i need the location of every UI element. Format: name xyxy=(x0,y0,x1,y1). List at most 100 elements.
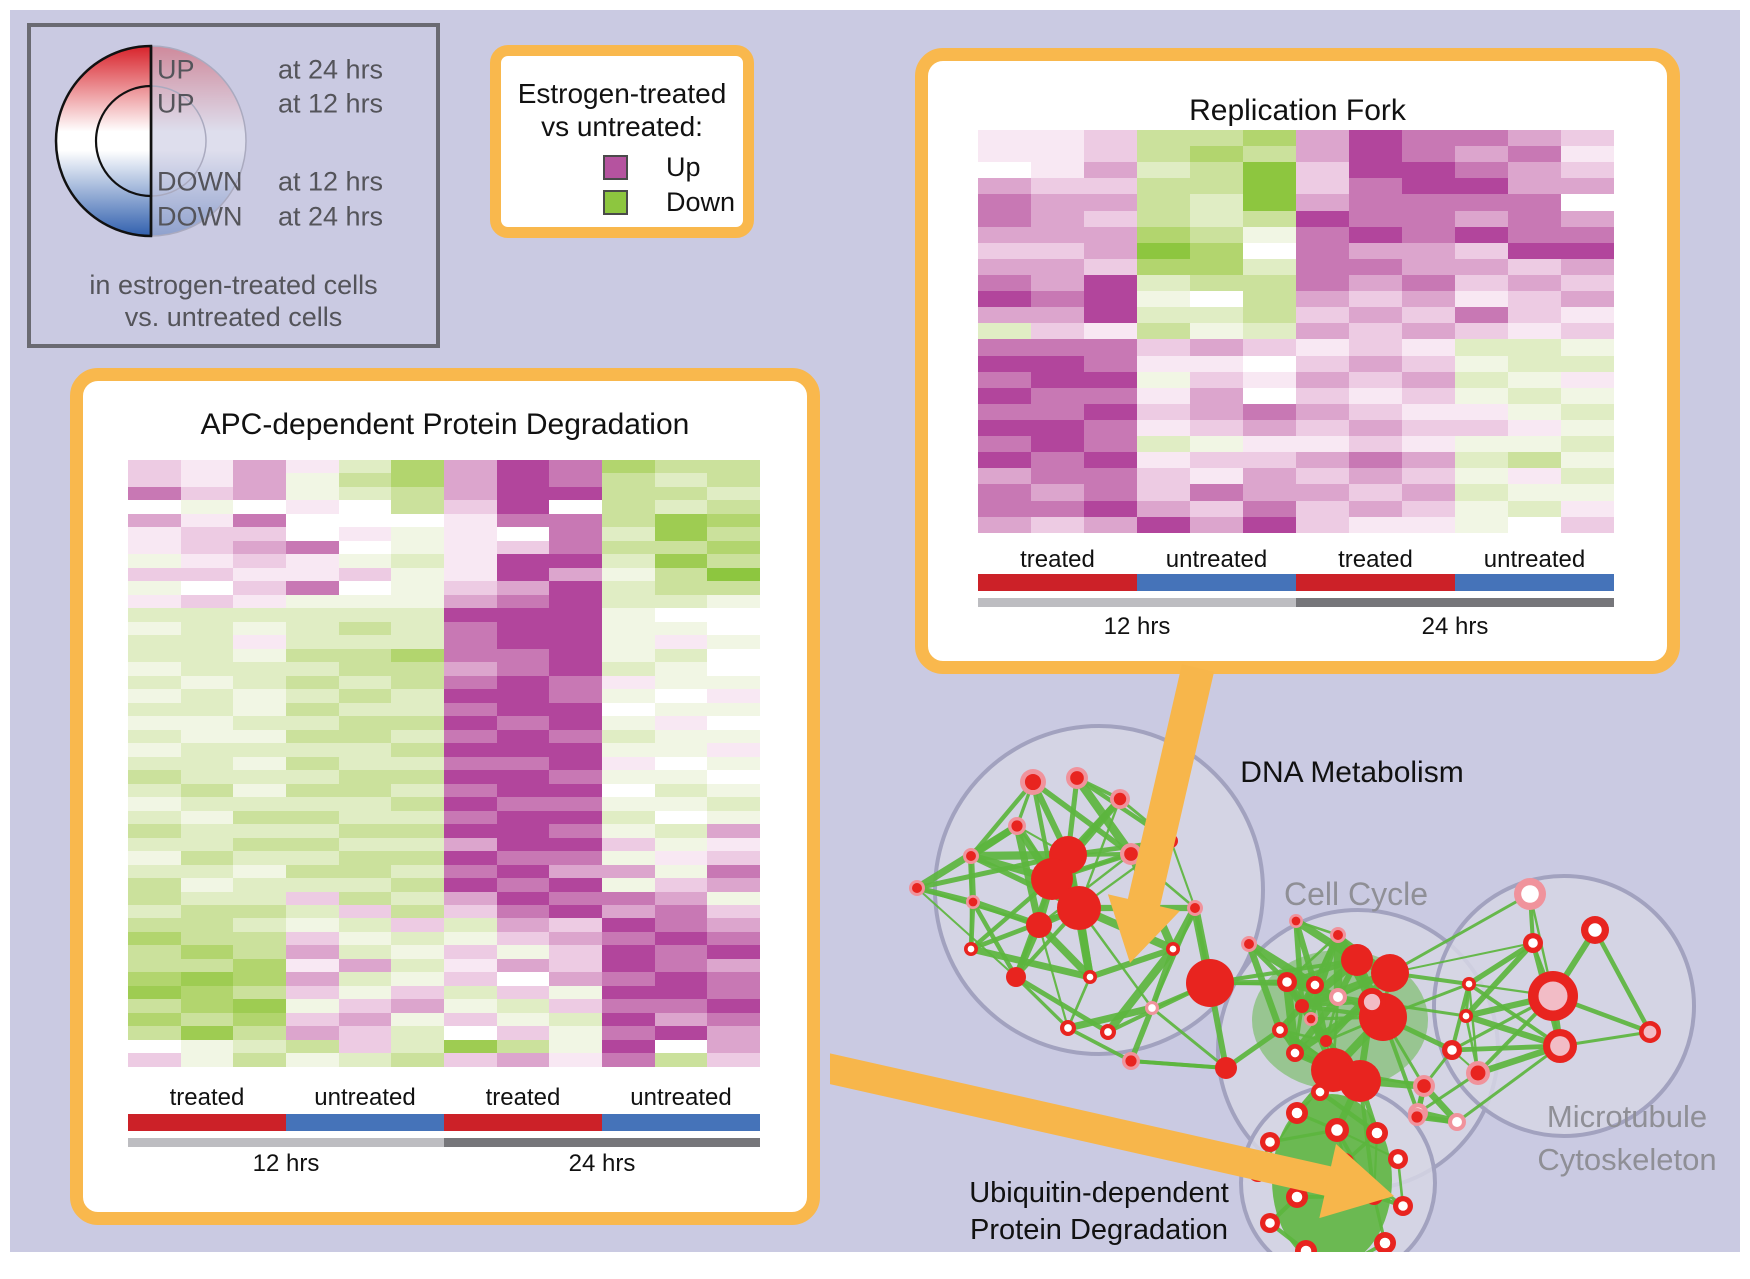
network-edge xyxy=(1128,1006,1155,1063)
heatmap-cell xyxy=(1561,130,1614,147)
heatmap-cell xyxy=(1561,516,1614,533)
heatmap-cell xyxy=(707,486,760,501)
heatmap-cell xyxy=(285,918,339,932)
heatmap-cell xyxy=(285,864,339,879)
untreated-bar xyxy=(1455,574,1614,591)
heatmap-cell xyxy=(496,864,550,879)
heatmap-cell xyxy=(654,878,708,892)
heatmap-cell xyxy=(1031,436,1084,453)
heatmap-cell xyxy=(1296,419,1349,437)
heatmap-cell xyxy=(1084,194,1137,211)
heatmap-cell xyxy=(338,554,392,568)
heatmap-cell xyxy=(1296,194,1349,211)
heatmap-cell xyxy=(1402,226,1455,243)
heatmap-row xyxy=(978,130,1614,147)
heatmap-cell xyxy=(1296,500,1349,517)
heatmap-cell xyxy=(180,878,234,892)
heatmap-cell xyxy=(1402,130,1455,147)
heatmap-cell xyxy=(180,621,234,636)
heatmap-cell xyxy=(128,918,181,932)
cluster-label-ub: Ubiquitin-dependent xyxy=(969,1177,1229,1209)
network-node-ring-core xyxy=(1169,945,1177,953)
heatmap-cell xyxy=(1402,419,1455,437)
heatmap-cell xyxy=(978,162,1031,179)
heatmap-cell xyxy=(601,567,655,582)
network-node-ring-core xyxy=(1086,973,1094,981)
heatmap-cell xyxy=(1243,274,1296,292)
heatmap-cell xyxy=(391,958,444,973)
heatmap-cell xyxy=(391,513,444,528)
heatmap-cell xyxy=(1508,274,1561,292)
heatmap-cell xyxy=(707,648,760,663)
heatmap-cell xyxy=(978,387,1031,404)
heatmap-cell xyxy=(1455,355,1508,372)
network-node-red xyxy=(1341,944,1373,976)
heatmap-cell xyxy=(338,918,392,932)
heatmap-cell xyxy=(1084,436,1137,453)
network-node-ring-core xyxy=(1393,1154,1403,1164)
heatmap-cell xyxy=(128,743,181,757)
heatmap-cell xyxy=(391,985,444,1000)
heatmap-cell xyxy=(496,594,550,609)
heatmap-cell xyxy=(443,810,497,825)
heatmap-row xyxy=(128,891,760,905)
heatmap-cell xyxy=(1296,355,1349,372)
heatmap-cell xyxy=(285,460,339,474)
heatmap-cell xyxy=(549,594,602,609)
heatmap-cell xyxy=(1508,500,1561,517)
heatmap-cell xyxy=(654,1039,708,1054)
heatmap-cell xyxy=(180,554,234,568)
heatmap-cell xyxy=(443,527,497,541)
heatmap-cell xyxy=(978,178,1031,195)
cluster-label-dna: DNA Metabolism xyxy=(1240,756,1463,789)
heatmap-cell xyxy=(654,648,708,663)
heatmap-cell xyxy=(391,931,444,946)
heatmap-cell xyxy=(391,594,444,609)
heatmap-cell xyxy=(338,581,392,595)
rf-panel-title: Replication Fork xyxy=(1189,94,1406,127)
heatmap-row xyxy=(128,729,760,744)
heatmap-cell xyxy=(549,460,602,474)
heatmap-cell xyxy=(128,904,181,919)
heatmap-cell xyxy=(1455,178,1508,195)
heatmap-cell xyxy=(1455,274,1508,292)
heatmap-cell xyxy=(1031,403,1084,420)
heatmap-cell xyxy=(1402,371,1455,388)
treated-bar xyxy=(444,1114,602,1131)
heatmap-cell xyxy=(549,527,602,541)
heatmap-cell xyxy=(496,689,550,703)
heatmap-cell xyxy=(180,635,234,649)
heatmap-cell xyxy=(1084,516,1137,533)
network-edge xyxy=(1245,942,1284,1032)
cluster-label-cc: Cell Cycle xyxy=(1284,876,1428,912)
heatmap-cell xyxy=(1190,419,1243,437)
heatmap-cell xyxy=(1084,387,1137,404)
heatmap-cell xyxy=(707,729,760,744)
heatmap-cell xyxy=(180,770,234,784)
heatmap-cell xyxy=(654,608,708,622)
gene-network-diagram: DNA Metabolism Cell Cycle Microtubule Cytos… xyxy=(830,664,1717,1252)
heatmap-cell xyxy=(707,864,760,879)
heatmap-cell xyxy=(654,770,708,784)
heatmap-row xyxy=(978,210,1614,227)
ring-time-24: at 24 hrs xyxy=(278,54,384,85)
heatmap-cell xyxy=(391,904,444,919)
network-node-salmon-core xyxy=(1333,992,1343,1002)
heatmap-cell xyxy=(338,1053,392,1067)
heatmap-cell xyxy=(1137,178,1190,195)
heatmap-cell xyxy=(1084,146,1137,163)
updown-ring-diagram xyxy=(54,44,247,238)
heatmap-cell xyxy=(443,486,497,501)
heatmap-row xyxy=(128,675,760,690)
heatmap-cell xyxy=(128,648,181,663)
heatmap-row xyxy=(128,581,760,595)
heatmap-row xyxy=(978,468,1614,485)
heatmap-cell xyxy=(338,716,392,730)
network-edge xyxy=(1037,924,1070,1029)
heatmap-cell xyxy=(496,985,550,1000)
network-edge xyxy=(1593,928,1652,1034)
heatmap-cell xyxy=(654,743,708,757)
heatmap-cell xyxy=(707,851,760,865)
heatmap-cell xyxy=(1084,419,1137,437)
heatmap-cell xyxy=(443,1026,497,1040)
